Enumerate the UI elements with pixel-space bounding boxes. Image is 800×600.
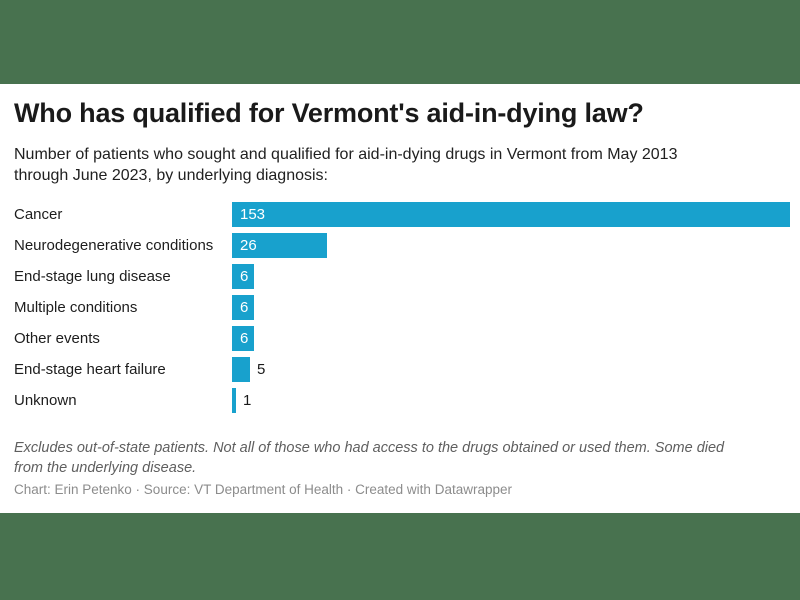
bar[interactable]: 153 (232, 202, 790, 227)
bar[interactable] (232, 357, 250, 382)
category-label: Unknown (14, 392, 77, 409)
chart-notes-line-1: Excludes out-of-state patients. Not all … (14, 440, 725, 456)
bar-row: Neurodegenerative conditions 26 (14, 230, 790, 261)
chart-notes: Excludes out-of-state patients. Not all … (14, 438, 790, 478)
category-label: Neurodegenerative conditions (14, 237, 214, 254)
category-label: End-stage heart failure (14, 361, 166, 378)
category-label: Cancer (14, 206, 63, 223)
bar[interactable]: 6 (232, 295, 254, 320)
value-label: 1 (243, 392, 252, 409)
bar-track: 5 (232, 354, 790, 385)
chart-subtitle: Number of patients who sought and qualif… (14, 144, 790, 186)
value-label: 6 (240, 268, 249, 285)
bar-chart: Cancer 153 Neurodegenerative conditions 26 E… (14, 199, 790, 416)
chart-title: Who has qualified for Vermont's aid-in-d… (14, 98, 644, 128)
chart-credits: Chart: Erin Petenko · Source: VT Departm… (14, 482, 512, 497)
bar[interactable]: 26 (232, 233, 327, 258)
value-label: 153 (240, 206, 266, 223)
chart-subtitle-line-1: Number of patients who sought and qualif… (14, 146, 678, 163)
bar[interactable]: 6 (232, 326, 254, 351)
chart-card: Who has qualified for Vermont's aid-in-d… (0, 84, 800, 513)
value-label: 6 (240, 330, 249, 347)
value-label: 26 (240, 237, 257, 254)
bar-track: 26 (232, 230, 790, 261)
category-label: Other events (14, 330, 100, 347)
category-label: End-stage lung disease (14, 268, 171, 285)
bar[interactable]: 6 (232, 264, 254, 289)
bar[interactable] (232, 388, 236, 413)
bar-row: Cancer 153 (14, 199, 790, 230)
bar-row: End-stage heart failure 5 (14, 354, 790, 385)
bar-track: 6 (232, 323, 790, 354)
bar-track: 153 (232, 199, 790, 230)
bar-row: End-stage lung disease 6 (14, 261, 790, 292)
bar-track: 6 (232, 292, 790, 323)
bar-track: 1 (232, 385, 790, 416)
category-label: Multiple conditions (14, 299, 138, 316)
value-label: 6 (240, 299, 249, 316)
bar-row: Other events 6 (14, 323, 790, 354)
bar-row: Multiple conditions 6 (14, 292, 790, 323)
value-label: 5 (257, 361, 266, 378)
chart-subtitle-line-2: through June 2023, by underlying diagnos… (14, 167, 328, 184)
bar-track: 6 (232, 261, 790, 292)
bar-row: Unknown 1 (14, 385, 790, 416)
chart-notes-line-2: from the underlying disease. (14, 460, 197, 476)
